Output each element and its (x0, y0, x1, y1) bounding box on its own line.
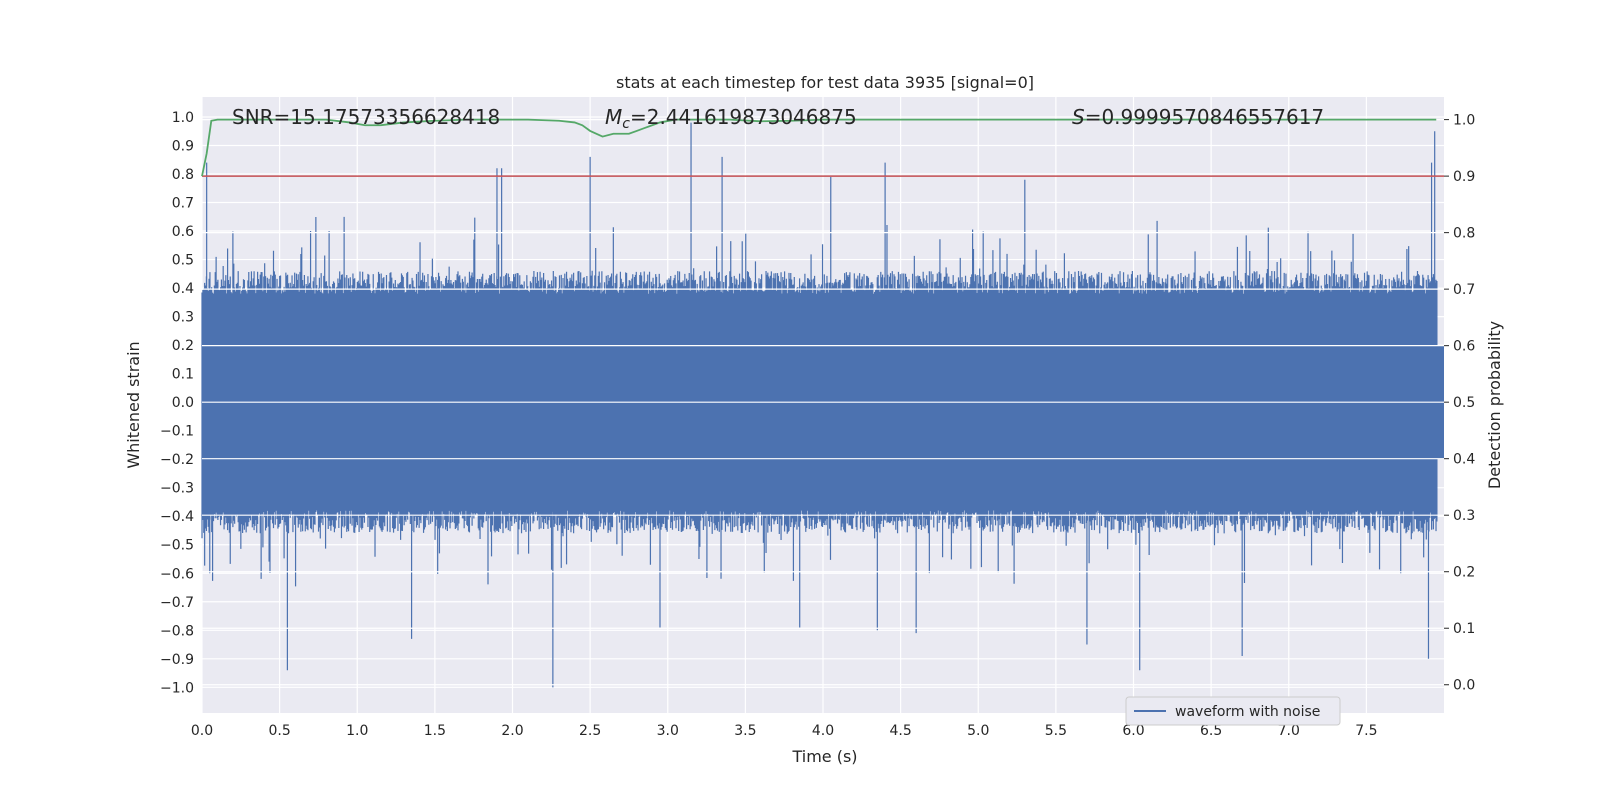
y-tick-label-right: 0.8 (1453, 226, 1475, 242)
y-tick-label-left: −0.1 (160, 424, 194, 440)
y-tick-label-left: 0.8 (172, 167, 194, 183)
y-tick-label-left: 0.6 (172, 224, 194, 240)
x-tick-label: 5.5 (1045, 723, 1067, 739)
y-axis-label-right: Detection probability (1485, 321, 1504, 489)
y-tick-label-left: 0.9 (172, 138, 194, 154)
y-tick-label-left: 0.0 (172, 395, 194, 411)
y-tick-label-left: 1.0 (172, 110, 194, 126)
score-value: =0.9999570846557617 (1085, 105, 1324, 129)
x-tick-label: 3.0 (657, 723, 679, 739)
x-axis-label: Time (s) (791, 747, 857, 766)
y-tick-label-left: −0.2 (160, 452, 194, 468)
y-tick-label-right: 0.2 (1453, 565, 1475, 581)
legend-label: waveform with noise (1175, 704, 1320, 720)
y-tick-label-right: 0.5 (1453, 395, 1475, 411)
y-tick-label-left: −0.3 (160, 481, 194, 497)
y-tick-label-left: 0.7 (172, 196, 194, 212)
y-tick-label-left: −0.4 (160, 509, 194, 525)
x-tick-label: 6.0 (1122, 723, 1144, 739)
legend-box (1125, 696, 1341, 726)
y-tick-label-right: 0.9 (1453, 169, 1475, 185)
x-tick-label: 5.0 (967, 723, 989, 739)
axis-ticks: 0.0 0.5 1.0 1.5 2.0 2.5 3.0 3.5 4.0 4.5 5.0 5.5 6.0 6… (160, 110, 1475, 739)
x-tick-label: 1.0 (346, 723, 368, 739)
x-tick-label: 4.5 (889, 723, 911, 739)
y-tick-label-right: 0.3 (1453, 508, 1475, 524)
x-tick-label: 0.0 (191, 723, 213, 739)
y-axis-label-left: Whitened strain (124, 341, 143, 468)
chirp-mass-symbol: M (605, 105, 622, 129)
probability-overlay (201, 118, 1444, 686)
x-tick-label: 1.5 (424, 723, 446, 739)
x-tick-label: 2.5 (579, 723, 601, 739)
x-tick-label: 3.5 (734, 723, 756, 739)
chirp-mass-value: =2.441619873046875 (630, 105, 857, 129)
y-tick-label-left: −1.0 (160, 680, 194, 696)
y-tick-label-left: −0.6 (160, 566, 194, 582)
x-tick-label: 6.5 (1200, 723, 1222, 739)
y-tick-label-right: 0.1 (1453, 621, 1475, 637)
y-tick-label-left: −0.9 (160, 652, 194, 668)
snr-annotation: SNR=15.17573356628418 (232, 105, 500, 129)
y-tick-label-right: 0.6 (1453, 339, 1475, 355)
chart-title: stats at each timestep for test data 393… (616, 73, 1034, 92)
y-tick-label-left: 0.4 (172, 281, 194, 297)
y-tick-label-right: 1.0 (1453, 113, 1475, 129)
y-tick-label-left: −0.5 (160, 538, 194, 554)
legend: waveform with noise (1125, 696, 1341, 726)
chirp-mass-subscript: c (622, 116, 630, 132)
y-tick-label-right: 0.0 (1453, 678, 1475, 694)
x-tick-label: 4.0 (812, 723, 834, 739)
y-tick-label-left: 0.2 (172, 338, 194, 354)
x-tick-label: 2.0 (501, 723, 523, 739)
y-tick-label-right: 0.7 (1453, 282, 1475, 298)
x-tick-label: 7.0 (1278, 723, 1300, 739)
y-tick-label-left: 0.1 (172, 367, 194, 383)
y-tick-label-right: 0.4 (1453, 452, 1475, 468)
score-annotation: S=0.9999570846557617 (1072, 105, 1324, 129)
x-tick-label: 7.5 (1355, 723, 1377, 739)
chirp-mass-annotation: Mc=2.441619873046875 (605, 105, 857, 132)
detection-probability-line (201, 118, 1437, 177)
y-tick-label-left: −0.8 (160, 623, 194, 639)
x-tick-label: 0.5 (268, 723, 290, 739)
y-tick-label-left: 0.3 (172, 310, 194, 326)
score-symbol: S (1072, 105, 1085, 129)
y-tick-label-left: 0.5 (172, 253, 194, 269)
y-tick-label-left: −0.7 (160, 595, 194, 611)
